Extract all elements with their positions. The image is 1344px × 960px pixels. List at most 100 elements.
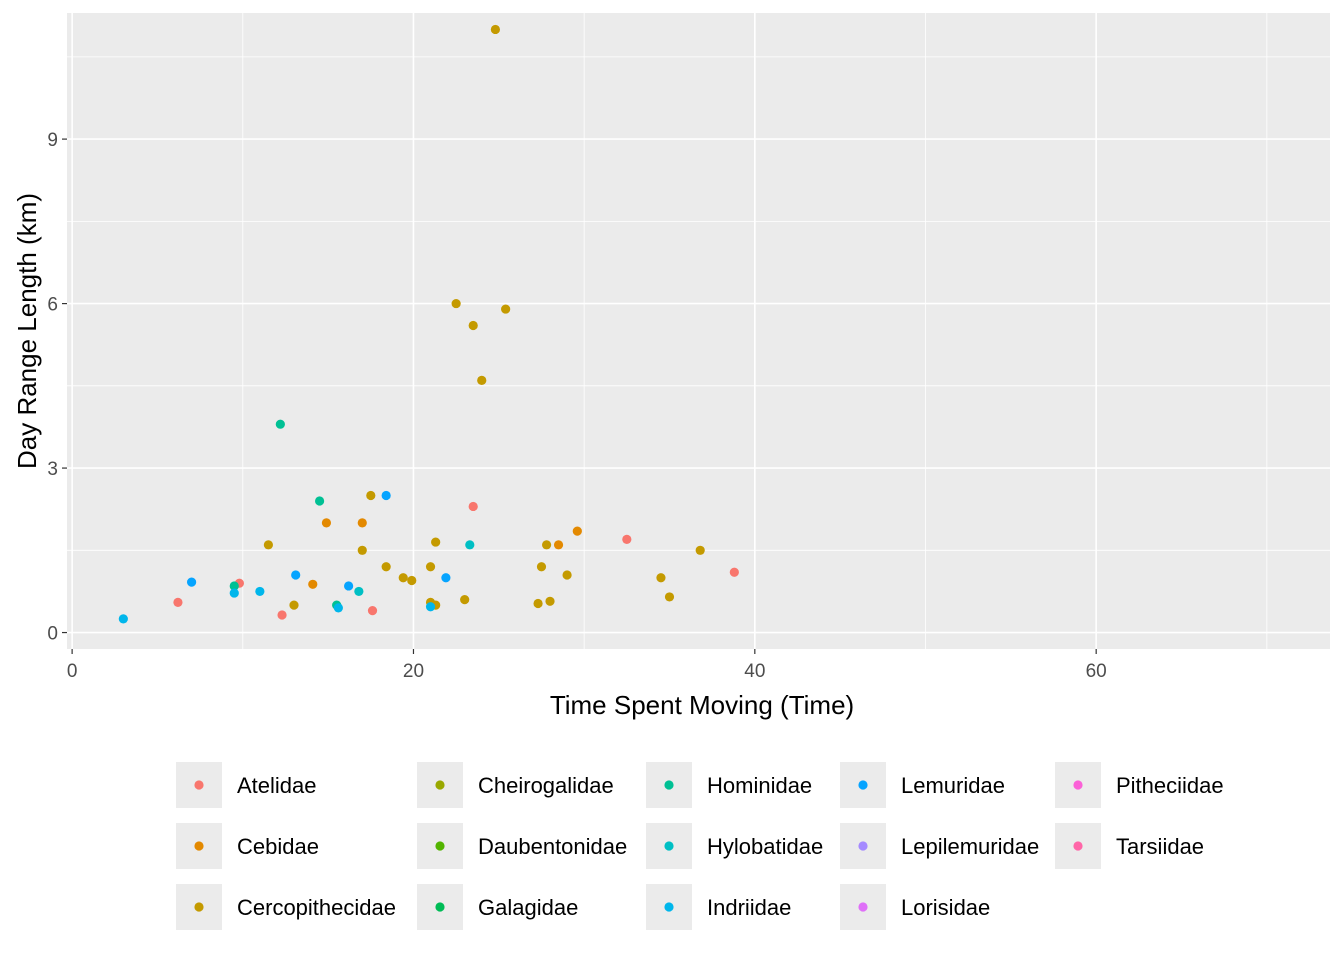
legend-item: Lorisidae — [840, 884, 990, 930]
legend-key-point — [194, 902, 204, 912]
legend-key-point — [194, 841, 204, 851]
data-point — [695, 545, 705, 555]
x-tick-label: 40 — [744, 661, 765, 682]
y-tick-label: 3 — [47, 459, 58, 480]
legend-label: Cebidae — [237, 834, 319, 859]
data-point — [465, 540, 475, 550]
legend-label: Pitheciidae — [1116, 773, 1224, 798]
legend-key-point — [435, 841, 445, 851]
legend-label: Lorisidae — [901, 895, 990, 920]
data-point — [425, 562, 436, 572]
legend-label: Galagidae — [478, 895, 578, 920]
legend-label: Daubentonidae — [478, 834, 627, 859]
legend-key-point — [664, 902, 674, 912]
data-point — [366, 490, 376, 501]
legend-item: Hylobatidae — [646, 823, 823, 869]
legend-label: Lepilemuridae — [901, 834, 1039, 859]
data-point — [229, 588, 239, 598]
data-point — [398, 573, 408, 583]
legend-label: Cercopithecidae — [237, 895, 396, 920]
data-point — [541, 540, 552, 550]
data-point — [553, 540, 564, 550]
data-point — [441, 573, 451, 583]
grid-minor — [67, 13, 1330, 649]
x-axis-title: Time Spent Moving (Time) — [550, 690, 854, 720]
data-point — [490, 24, 500, 35]
legend-item: Galagidae — [417, 884, 578, 930]
y-tick-label: 9 — [47, 130, 58, 151]
data-point — [344, 581, 354, 591]
legend-item: Hominidae — [646, 762, 812, 808]
legend-item: Lemuridae — [840, 762, 1005, 808]
legend-key-point — [664, 780, 674, 790]
legend-item: Tarsiidae — [1055, 823, 1204, 869]
data-point — [545, 596, 555, 606]
data-point — [562, 570, 572, 580]
legend-label: Lemuridae — [901, 773, 1005, 798]
legend-key-point — [435, 780, 445, 790]
data-points — [118, 24, 739, 624]
x-tick-label: 20 — [403, 661, 424, 682]
x-tick-label: 0 — [67, 661, 78, 682]
legend-label: Hylobatidae — [707, 834, 823, 859]
data-point — [118, 614, 128, 624]
data-point — [263, 540, 273, 550]
legend-label: Indriidae — [707, 895, 791, 920]
legend-item: Lepilemuridae — [840, 823, 1039, 869]
data-point — [501, 304, 511, 314]
y-tick-label: 0 — [47, 624, 58, 645]
legend-key-point — [194, 780, 204, 790]
data-point — [255, 586, 265, 597]
legend-key-point — [858, 841, 868, 851]
legend-label: Atelidae — [237, 773, 317, 798]
legend-label: Cheirogalidae — [478, 773, 614, 798]
data-point — [622, 534, 632, 544]
legend-key-point — [1073, 841, 1083, 851]
x-axis: 0 20 40 60 — [67, 649, 1107, 682]
data-point — [451, 298, 461, 309]
data-point — [425, 602, 436, 612]
legend-item: Indriidae — [646, 884, 791, 930]
data-point — [321, 518, 332, 528]
data-point — [431, 537, 441, 547]
data-point — [381, 562, 391, 572]
data-point — [664, 592, 675, 602]
legend-key-point — [435, 902, 445, 912]
data-point — [333, 603, 343, 613]
legend-item: Atelidae — [176, 762, 317, 808]
data-point — [354, 586, 364, 597]
data-point — [536, 562, 547, 572]
legend-key-point — [858, 780, 868, 790]
legend-label: Tarsiidae — [1116, 834, 1204, 859]
legend-key-point — [664, 841, 674, 851]
data-point — [572, 526, 582, 536]
legend: Atelidae Cebidae Cercopithecidae Cheirogali… — [176, 762, 1224, 930]
data-point — [468, 501, 478, 512]
data-point — [275, 419, 285, 429]
legend-item: Cebidae — [176, 823, 319, 869]
data-point — [367, 606, 378, 616]
legend-item: Cheirogalidae — [417, 762, 614, 808]
data-point — [656, 573, 666, 583]
data-point — [468, 320, 478, 331]
data-point — [289, 600, 299, 610]
data-point — [173, 597, 183, 607]
data-point — [229, 581, 239, 591]
grid-major — [67, 13, 1330, 649]
legend-item: Daubentonidae — [417, 823, 627, 869]
data-point — [277, 610, 287, 620]
legend-key-point — [1073, 780, 1083, 790]
data-point — [186, 577, 197, 587]
legend-label: Hominidae — [707, 773, 812, 798]
data-point — [407, 575, 417, 586]
legend-item: Pitheciidae — [1055, 762, 1224, 808]
data-point — [357, 545, 367, 555]
plot-panel — [67, 13, 1330, 649]
data-point — [729, 567, 739, 577]
y-axis-title: Day Range Length (km) — [12, 193, 42, 469]
data-point — [533, 598, 543, 609]
y-tick-label: 6 — [47, 295, 58, 316]
y-axis: 0 3 6 9 — [47, 130, 67, 645]
data-point — [381, 490, 391, 501]
